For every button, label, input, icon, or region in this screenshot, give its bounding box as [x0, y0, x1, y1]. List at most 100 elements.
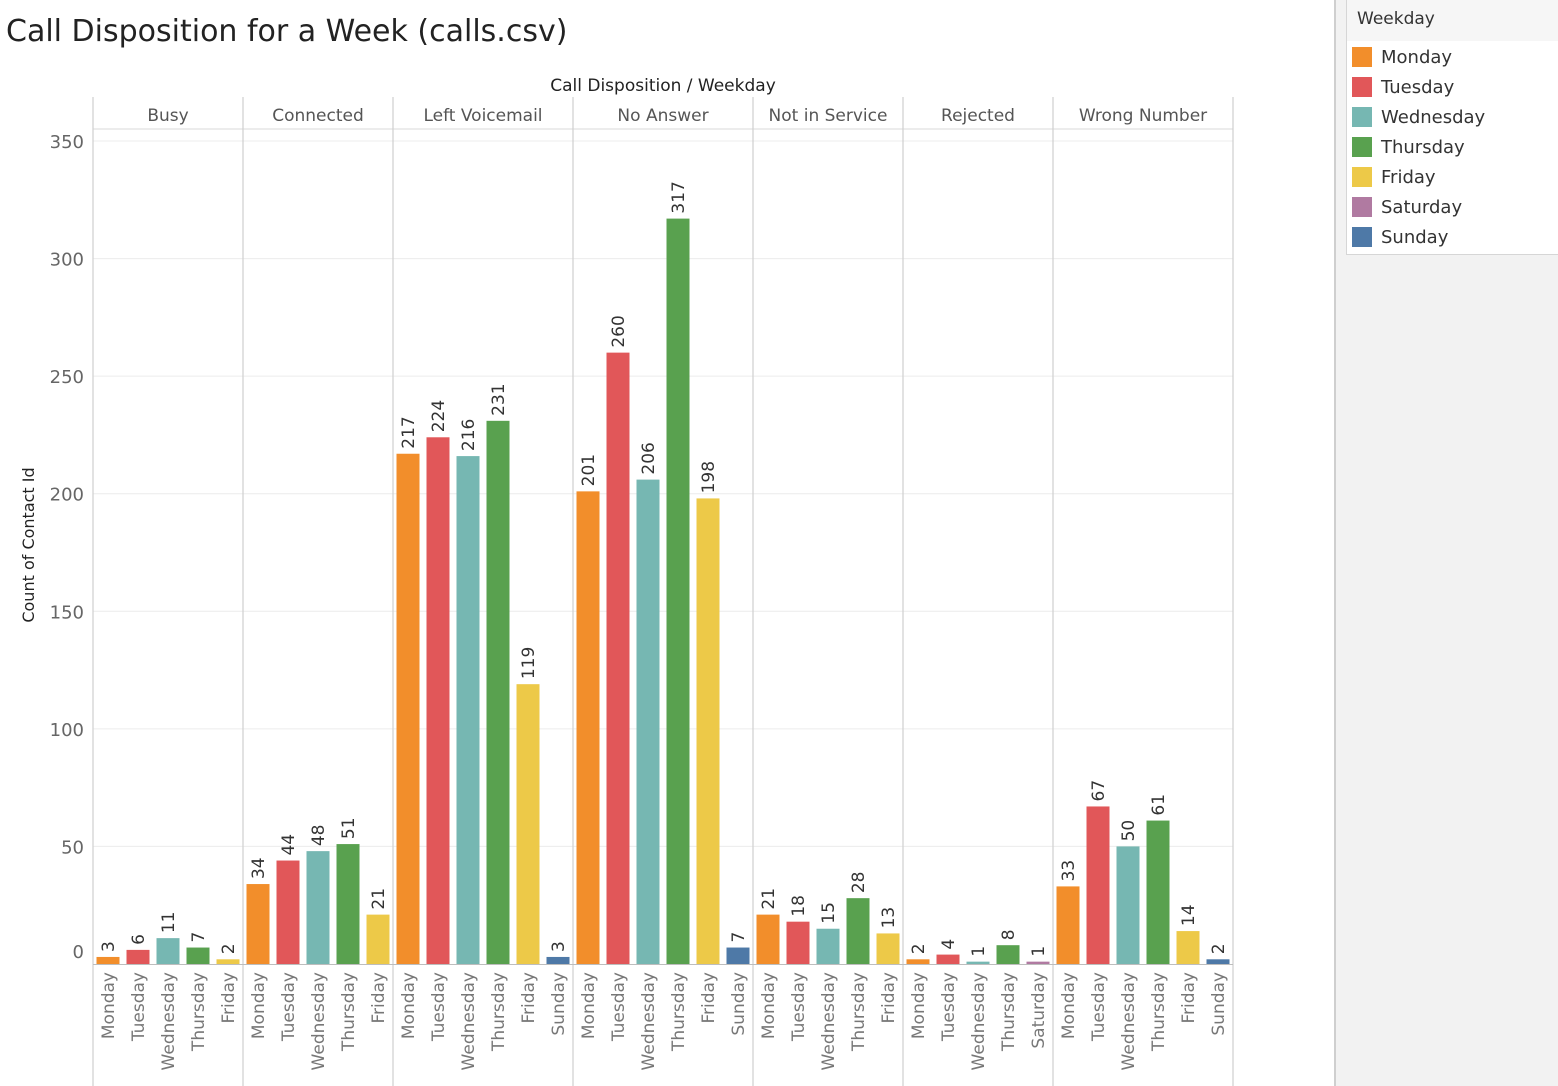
bar[interactable]	[186, 947, 210, 964]
x-tick-label: Wednesday	[969, 972, 989, 1070]
x-tick-label: Monday	[759, 972, 779, 1039]
bar[interactable]	[996, 945, 1020, 964]
bar[interactable]	[336, 844, 360, 964]
bar[interactable]	[1026, 961, 1050, 964]
y-tick-label: 200	[50, 485, 84, 506]
bar[interactable]	[456, 456, 480, 964]
bar[interactable]	[1116, 846, 1140, 964]
x-tick-label: Thursday	[489, 972, 509, 1052]
bar[interactable]	[426, 437, 450, 964]
bar[interactable]	[696, 498, 720, 964]
bar[interactable]	[1146, 820, 1170, 964]
x-tick-label: Monday	[249, 972, 269, 1039]
x-tick-label: Thursday	[189, 972, 209, 1052]
bar[interactable]	[276, 860, 300, 964]
bar[interactable]	[486, 420, 510, 964]
x-tick-label: Wednesday	[309, 972, 329, 1070]
bar[interactable]	[756, 914, 780, 964]
bar[interactable]	[966, 961, 990, 964]
bar[interactable]	[816, 928, 840, 964]
y-tick-label: 150	[50, 602, 84, 623]
bar[interactable]	[1206, 959, 1230, 964]
x-tick-label: Friday	[219, 972, 239, 1024]
bar[interactable]	[576, 491, 600, 964]
legend-label: Sunday	[1381, 226, 1449, 248]
bar-value-label: 2	[1209, 943, 1229, 954]
bar-value-label: 21	[369, 888, 389, 910]
bar-value-label: 4	[939, 939, 959, 950]
bar[interactable]	[216, 959, 240, 964]
legend-item-sunday[interactable]: Sunday	[1352, 225, 1448, 249]
legend-item-friday[interactable]: Friday	[1352, 165, 1436, 189]
bar[interactable]	[1086, 806, 1110, 964]
panel-header-no-answer: No Answer	[617, 106, 708, 126]
y-tick-label: 0	[73, 942, 84, 963]
bar[interactable]	[396, 453, 420, 964]
bar[interactable]	[1176, 931, 1200, 964]
bar-value-label: 1	[1029, 946, 1049, 957]
bar[interactable]	[666, 218, 690, 964]
bar[interactable]	[366, 914, 390, 964]
bar-value-label: 2	[909, 943, 929, 954]
legend-item-wednesday[interactable]: Wednesday	[1352, 105, 1485, 129]
bar-chart: Call Disposition / Weekday Busy Connected L…	[19, 76, 1234, 1086]
bar-value-label: 216	[459, 419, 479, 451]
bar-value-label: 50	[1119, 820, 1139, 842]
bar[interactable]	[156, 938, 180, 964]
x-tick-label: Friday	[519, 972, 539, 1024]
bar[interactable]	[606, 352, 630, 965]
legend-item-monday[interactable]: Monday	[1352, 45, 1452, 69]
x-tick-label: Sunday	[549, 972, 569, 1036]
bar[interactable]	[936, 954, 960, 964]
bar[interactable]	[1056, 886, 1080, 964]
legend-swatch	[1352, 107, 1372, 127]
x-tick-label: Friday	[369, 972, 389, 1024]
bar[interactable]	[126, 949, 150, 964]
x-tick-label: Sunday	[729, 972, 749, 1036]
bar-value-label: 15	[819, 902, 839, 924]
legend-label: Friday	[1381, 166, 1436, 188]
bar-value-label: 201	[579, 454, 599, 486]
legend-item-saturday[interactable]: Saturday	[1352, 195, 1462, 219]
x-tick-label: Tuesday	[939, 972, 959, 1042]
bar-value-label: 13	[879, 907, 899, 929]
x-tick-label: Friday	[1179, 972, 1199, 1024]
bar-value-label: 317	[669, 181, 689, 213]
bar[interactable]	[306, 851, 330, 964]
bar-value-label: 67	[1089, 780, 1109, 802]
x-tick-label: Saturday	[1029, 972, 1049, 1049]
y-tick-label: 50	[61, 837, 84, 858]
legend-swatch	[1352, 197, 1372, 217]
y-tick-label: 350	[50, 132, 84, 153]
bar[interactable]	[876, 933, 900, 964]
bar[interactable]	[726, 947, 750, 964]
bar[interactable]	[906, 959, 930, 964]
bar-value-label: 2	[219, 943, 239, 954]
x-tick-label: Wednesday	[459, 972, 479, 1070]
x-tick-label: Monday	[399, 972, 419, 1039]
bar[interactable]	[96, 956, 120, 964]
panel-header-rejected: Rejected	[941, 106, 1015, 126]
x-tick-label: Tuesday	[1089, 972, 1109, 1042]
x-tick-label: Wednesday	[159, 972, 179, 1070]
bar[interactable]	[246, 884, 270, 964]
legend-label: Saturday	[1381, 196, 1463, 218]
bar-value-label: 224	[429, 400, 449, 432]
bar[interactable]	[546, 956, 570, 964]
bar[interactable]	[636, 479, 660, 964]
x-tick-label: Thursday	[339, 972, 359, 1052]
y-tick-label: 100	[50, 720, 84, 741]
legend-title: Weekday	[1357, 9, 1435, 29]
legend-swatch	[1352, 167, 1372, 187]
x-tick-label: Tuesday	[789, 972, 809, 1042]
bar-value-label: 7	[729, 932, 749, 943]
x-tick-label: Friday	[699, 972, 719, 1024]
x-tick-label: Monday	[1059, 972, 1079, 1039]
legend-item-tuesday[interactable]: Tuesday	[1352, 75, 1454, 99]
bar[interactable]	[846, 898, 870, 964]
panel-header-left-voicemail: Left Voicemail	[423, 106, 542, 126]
bar[interactable]	[516, 684, 540, 964]
legend-item-thursday[interactable]: Thursday	[1352, 135, 1465, 159]
bar[interactable]	[786, 921, 810, 964]
x-tick-label: Tuesday	[279, 972, 299, 1042]
